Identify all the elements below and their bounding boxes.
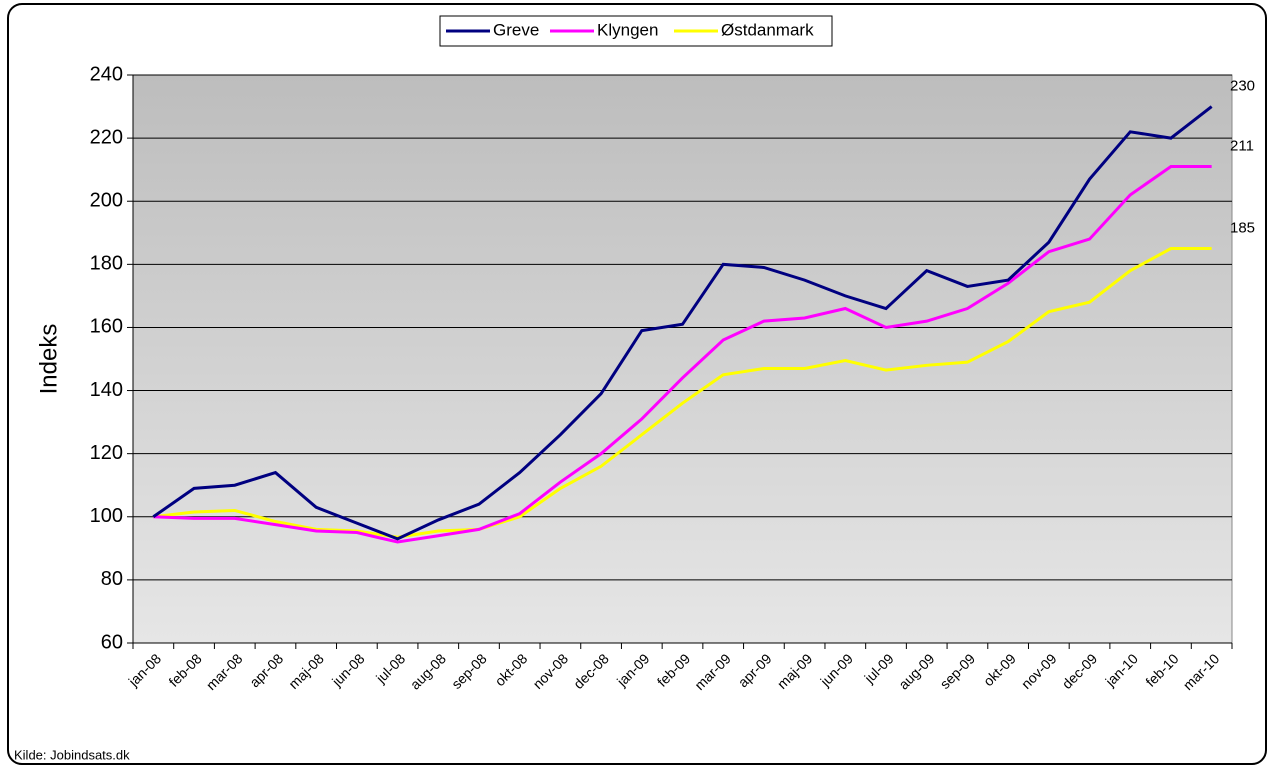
data-label: 185 (1230, 220, 1255, 237)
y-tick-label: 60 (101, 631, 123, 653)
series-line (153, 247, 1212, 539)
y-tick-label: 200 (90, 190, 123, 212)
y-tick-label: 180 (90, 253, 123, 275)
y-tick-label: 80 (101, 568, 123, 590)
y-axis-label: Indeks (35, 324, 62, 395)
data-label: 230 (1230, 78, 1255, 95)
source: Kilde: Jobindsats.dk (14, 747, 130, 762)
data-label: 211 (1230, 137, 1254, 154)
y-tick-label: 240 (90, 63, 123, 85)
y-tick-label: 100 (90, 505, 123, 527)
series-line (153, 165, 1212, 544)
legend-label: Klyngen (597, 20, 658, 39)
series-line (152, 105, 1213, 541)
legend-label: Østdanmark (721, 20, 814, 39)
y-tick-label: 160 (90, 316, 123, 338)
y-tick-label: 220 (90, 126, 123, 148)
legend: Greve Klyngen Østdanmark (439, 15, 833, 47)
plot-area (132, 74, 1233, 644)
y-tick-label: 140 (90, 379, 123, 401)
legend-label: Greve (493, 20, 539, 39)
y-tick-label: 120 (90, 442, 123, 464)
legend-box (439, 15, 833, 47)
